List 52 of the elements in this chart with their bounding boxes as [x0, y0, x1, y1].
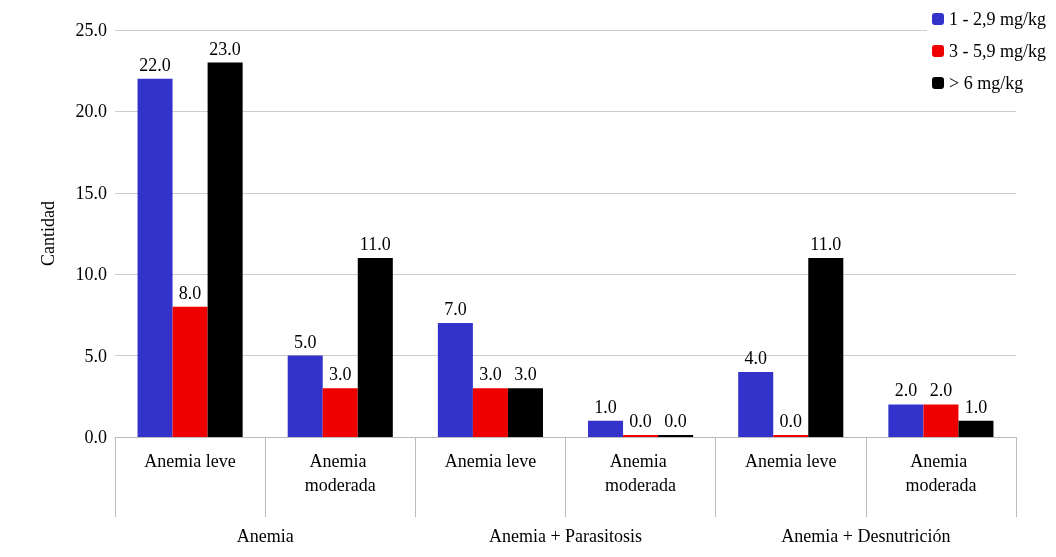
x-tick-label: Anemia moderada — [304, 451, 376, 495]
x-tick-label: Anemia moderada — [905, 451, 977, 495]
data-label: 5.0 — [293, 331, 317, 352]
bar — [888, 404, 924, 437]
y-tick-label: 10.0 — [75, 264, 107, 285]
bar — [207, 62, 243, 437]
y-tick-label: 5.0 — [84, 345, 107, 366]
data-label: 3.0 — [514, 364, 537, 385]
y-tick-label: 25.0 — [75, 20, 107, 40]
y-tick-label: 0.0 — [84, 427, 107, 447]
data-label: 0.0 — [629, 411, 652, 431]
data-label: 0.0 — [779, 411, 802, 431]
x-tick-label: Anemia leve — [144, 451, 236, 471]
bar — [357, 257, 393, 437]
y-tick-label: 15.0 — [75, 182, 107, 203]
bar — [923, 404, 959, 437]
bar — [472, 388, 508, 437]
data-label: 4.0 — [744, 347, 767, 368]
data-label: 11.0 — [810, 233, 842, 254]
bar — [137, 78, 173, 437]
bar — [172, 306, 208, 437]
bar — [287, 355, 323, 437]
data-label: 2.0 — [929, 380, 953, 401]
bar — [958, 420, 994, 437]
bar — [437, 323, 473, 437]
data-label: 11.0 — [359, 233, 391, 254]
data-label: 3.0 — [329, 364, 352, 385]
bar — [588, 420, 624, 437]
bar — [808, 257, 844, 437]
legend-label: 1 - 2,9 mg/kg — [949, 9, 1046, 29]
data-label: 8.0 — [178, 282, 202, 303]
bar — [507, 388, 543, 437]
text: Anemia + Desnutrición — [781, 526, 951, 546]
data-label: 3.0 — [479, 364, 502, 385]
y-tick-label: 20.0 — [75, 101, 107, 122]
data-label: 23.0 — [209, 38, 241, 59]
data-label: 1.0 — [964, 396, 988, 417]
data-label: 0.0 — [664, 411, 687, 431]
x-tick-label: Anemia moderada — [605, 451, 677, 495]
data-label: 1.0 — [594, 396, 617, 417]
x-tick-label: Anemia leve — [745, 451, 837, 471]
legend-label: > 6 mg/kg — [949, 73, 1024, 93]
data-label: 2.0 — [894, 380, 918, 401]
data-label: 7.0 — [444, 299, 467, 320]
y-axis-title: Cantidad — [38, 201, 58, 266]
data-label: 22.0 — [139, 54, 171, 75]
text: Anemia — [236, 526, 294, 546]
x-tick-label: Anemia leve — [444, 451, 537, 471]
bar — [738, 371, 774, 437]
legend-label: 3 - 5,9 mg/kg — [949, 41, 1046, 61]
text: Anemia + Parasitosis — [488, 526, 643, 546]
bar — [322, 388, 358, 437]
